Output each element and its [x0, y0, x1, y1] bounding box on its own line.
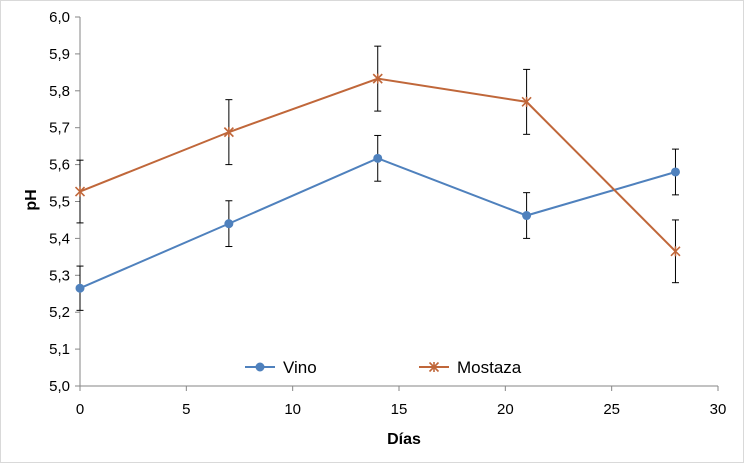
x-tick-label: 15 — [391, 401, 408, 418]
y-tick-label: 5,1 — [49, 341, 70, 358]
data-point-mostaza — [521, 96, 532, 107]
y-axis-title: pH — [23, 189, 40, 210]
data-point-mostaza — [74, 186, 86, 197]
x-tick-label: 5 — [182, 401, 190, 418]
y-tick-label: 5,0 — [49, 378, 70, 395]
legend-item-mostaza: Mostaza — [419, 358, 522, 377]
y-tick-label: 5,8 — [49, 83, 70, 100]
data-point-mostaza — [670, 246, 681, 257]
legend-marker-vino — [255, 362, 265, 372]
x-tick-label: 10 — [284, 401, 301, 418]
x-tick-label: 0 — [76, 401, 84, 418]
y-tick-label: 5,7 — [49, 120, 70, 137]
y-tick-label: 6,0 — [49, 9, 70, 26]
x-tick-label: 20 — [497, 401, 514, 418]
x-axis-title: Días — [387, 431, 421, 448]
y-tick-label: 5,4 — [49, 230, 70, 247]
data-point-mostaza — [372, 73, 383, 84]
legend-marker-mostaza — [428, 361, 440, 373]
y-tick-label: 5,9 — [49, 46, 70, 63]
legend-label-mostaza: Mostaza — [457, 358, 522, 377]
data-point-vino — [75, 283, 85, 293]
data-point-vino — [373, 153, 383, 163]
data-point-vino — [670, 167, 680, 177]
x-tick-label: 25 — [603, 401, 620, 418]
legend: Vino Mostaza — [245, 358, 522, 377]
y-tick-label: 5,6 — [49, 157, 70, 174]
x-tick-label: 30 — [710, 401, 727, 418]
data-point-mostaza — [223, 127, 234, 138]
data-point-vino — [522, 211, 532, 221]
legend-label-vino: Vino — [283, 358, 317, 377]
y-tick-label: 5,2 — [49, 304, 70, 321]
y-tick-label: 5,5 — [49, 194, 70, 211]
y-tick-label: 5,3 — [49, 267, 70, 284]
data-point-vino — [224, 219, 234, 229]
legend-item-vino: Vino — [245, 358, 317, 377]
